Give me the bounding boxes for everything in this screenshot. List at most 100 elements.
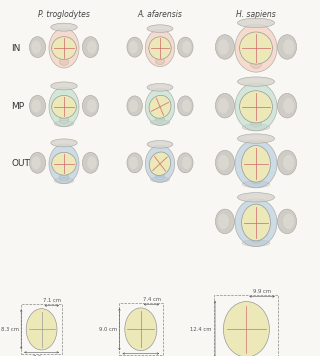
Ellipse shape (168, 47, 171, 49)
Ellipse shape (145, 30, 175, 67)
Ellipse shape (52, 162, 55, 165)
Text: 8.5 cm: 8.5 cm (33, 355, 51, 356)
Ellipse shape (129, 41, 138, 53)
Ellipse shape (254, 237, 258, 240)
Ellipse shape (55, 328, 57, 330)
Bar (21, 304, 62, 354)
Ellipse shape (29, 37, 46, 58)
Ellipse shape (31, 99, 41, 112)
Ellipse shape (149, 37, 171, 59)
Ellipse shape (215, 209, 235, 234)
Ellipse shape (245, 79, 267, 83)
Ellipse shape (251, 234, 261, 243)
Ellipse shape (57, 25, 71, 28)
Ellipse shape (26, 309, 57, 350)
Ellipse shape (151, 169, 154, 172)
Ellipse shape (87, 156, 97, 169)
Text: 8.3 cm: 8.3 cm (1, 327, 19, 332)
Ellipse shape (254, 178, 258, 182)
Ellipse shape (87, 99, 97, 112)
Ellipse shape (251, 176, 261, 184)
Ellipse shape (277, 35, 297, 59)
Ellipse shape (54, 178, 74, 184)
Ellipse shape (147, 84, 173, 91)
Ellipse shape (245, 136, 267, 140)
Ellipse shape (129, 157, 138, 169)
Ellipse shape (31, 156, 41, 169)
Ellipse shape (242, 204, 270, 241)
Ellipse shape (242, 146, 270, 182)
Ellipse shape (178, 37, 193, 57)
Ellipse shape (54, 121, 74, 127)
Text: MP: MP (11, 102, 24, 111)
Ellipse shape (215, 35, 235, 59)
Text: H. sapiens: H. sapiens (236, 10, 276, 19)
Ellipse shape (52, 95, 76, 118)
Ellipse shape (59, 58, 69, 66)
Ellipse shape (218, 155, 229, 171)
Ellipse shape (51, 139, 77, 147)
Ellipse shape (59, 117, 69, 124)
Ellipse shape (218, 39, 229, 55)
Ellipse shape (149, 47, 152, 49)
Text: 9.9 cm: 9.9 cm (253, 289, 271, 294)
Ellipse shape (235, 24, 277, 72)
Ellipse shape (49, 28, 79, 68)
Text: 12.4 cm: 12.4 cm (190, 327, 212, 332)
Ellipse shape (57, 140, 71, 144)
Bar (119, 303, 163, 355)
Ellipse shape (156, 116, 164, 123)
Ellipse shape (277, 209, 297, 234)
Ellipse shape (237, 193, 275, 202)
Ellipse shape (237, 18, 275, 27)
Ellipse shape (125, 328, 127, 331)
Ellipse shape (277, 93, 297, 118)
Ellipse shape (82, 152, 99, 173)
Ellipse shape (182, 41, 191, 53)
Text: OUT: OUT (11, 159, 30, 168)
Ellipse shape (26, 328, 28, 330)
Ellipse shape (82, 37, 99, 58)
Ellipse shape (145, 145, 175, 182)
Ellipse shape (245, 20, 267, 25)
Ellipse shape (127, 37, 142, 57)
Ellipse shape (235, 140, 277, 188)
Ellipse shape (153, 26, 167, 30)
Ellipse shape (52, 152, 76, 175)
Ellipse shape (145, 88, 175, 125)
Ellipse shape (127, 96, 142, 116)
Ellipse shape (240, 32, 272, 64)
Ellipse shape (147, 141, 173, 148)
Ellipse shape (254, 205, 258, 208)
Text: A. afarensis: A. afarensis (138, 10, 182, 19)
Ellipse shape (150, 110, 153, 112)
Ellipse shape (73, 47, 76, 49)
Ellipse shape (29, 95, 46, 116)
Ellipse shape (59, 174, 69, 181)
Text: P. troglodytes: P. troglodytes (38, 10, 90, 19)
Ellipse shape (224, 328, 227, 331)
Ellipse shape (153, 142, 167, 146)
Ellipse shape (150, 177, 170, 182)
Ellipse shape (242, 181, 270, 188)
Text: 7.4 cm: 7.4 cm (143, 297, 161, 302)
Ellipse shape (154, 328, 157, 331)
Ellipse shape (178, 96, 193, 116)
Ellipse shape (277, 150, 297, 175)
Ellipse shape (127, 153, 142, 173)
Ellipse shape (235, 83, 277, 131)
Ellipse shape (156, 173, 164, 180)
Ellipse shape (182, 157, 191, 169)
Ellipse shape (52, 47, 55, 49)
Ellipse shape (149, 152, 171, 176)
Text: 9.0 cm: 9.0 cm (99, 327, 117, 332)
Ellipse shape (237, 77, 275, 86)
Ellipse shape (52, 37, 76, 59)
Ellipse shape (240, 47, 243, 49)
Ellipse shape (167, 101, 170, 104)
Ellipse shape (218, 98, 229, 114)
Ellipse shape (240, 91, 272, 123)
Ellipse shape (240, 105, 243, 108)
Ellipse shape (82, 95, 99, 116)
Ellipse shape (147, 25, 173, 32)
